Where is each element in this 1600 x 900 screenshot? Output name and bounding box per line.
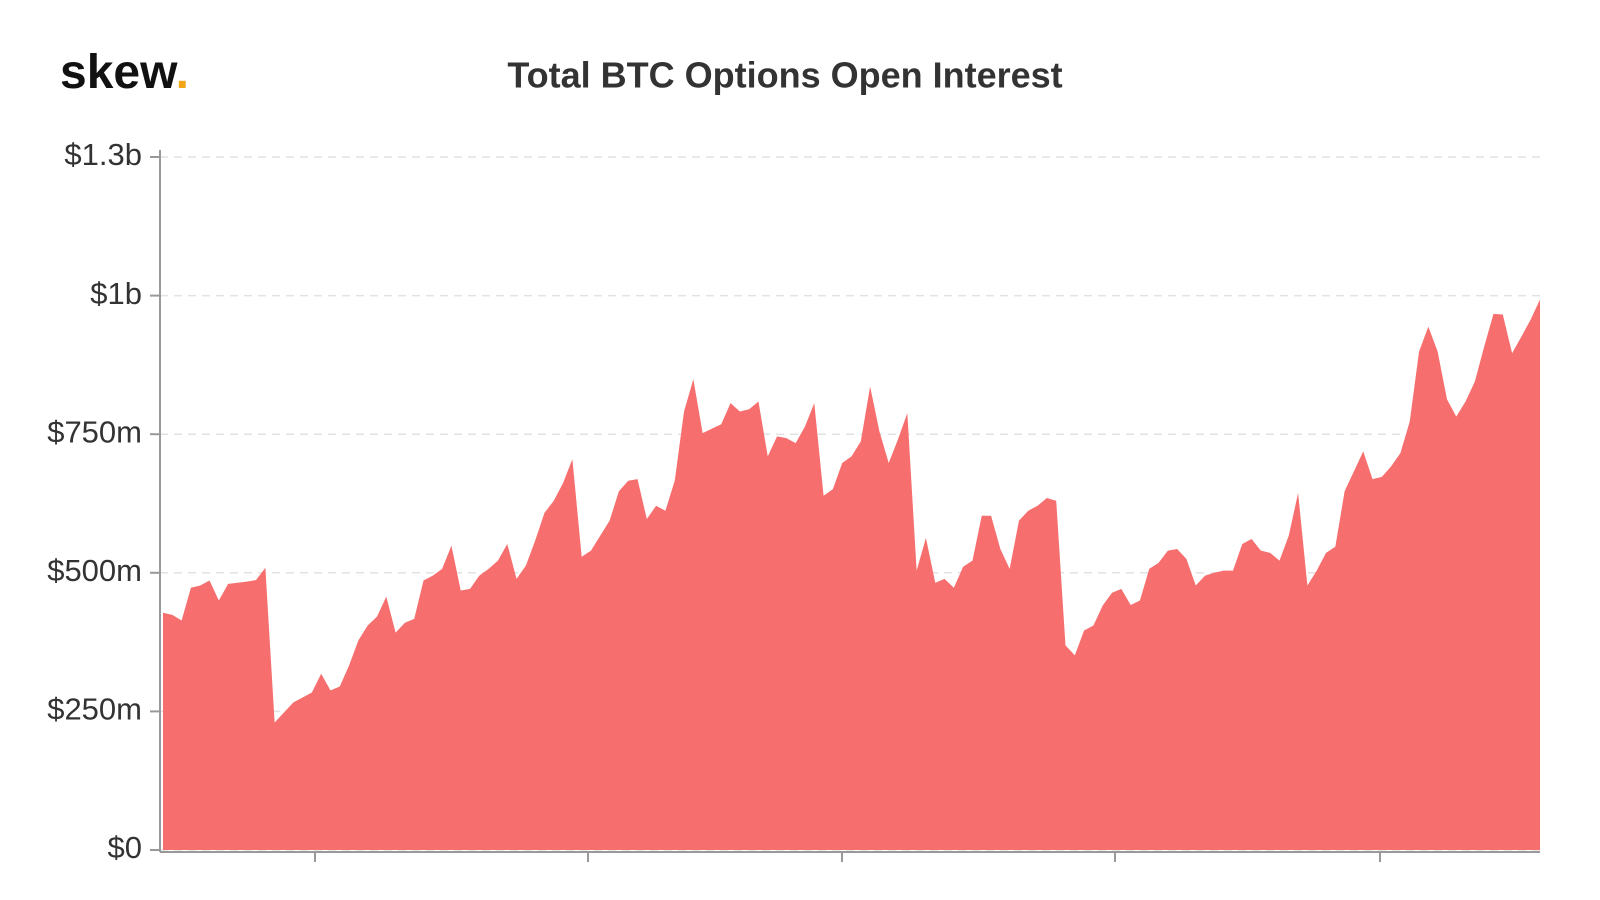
plot-area (163, 299, 1540, 850)
chart-title: Total BTC Options Open Interest (507, 55, 1062, 96)
y-tick-label: $500m (47, 553, 142, 588)
brand-name: skew (60, 46, 178, 99)
y-tick-label: $750m (47, 414, 142, 449)
brand-dot: . (176, 46, 189, 99)
axes: $0 $250m $500m $750m $1b $1.3b (47, 137, 1540, 865)
y-tick-label: $1b (90, 276, 142, 311)
y-tick-label: $1.3b (64, 137, 142, 172)
y-tick-label: $0 (108, 830, 142, 865)
brand-logo: skew. (60, 46, 189, 99)
y-tick-label: $250m (47, 692, 142, 727)
area (163, 299, 1540, 850)
